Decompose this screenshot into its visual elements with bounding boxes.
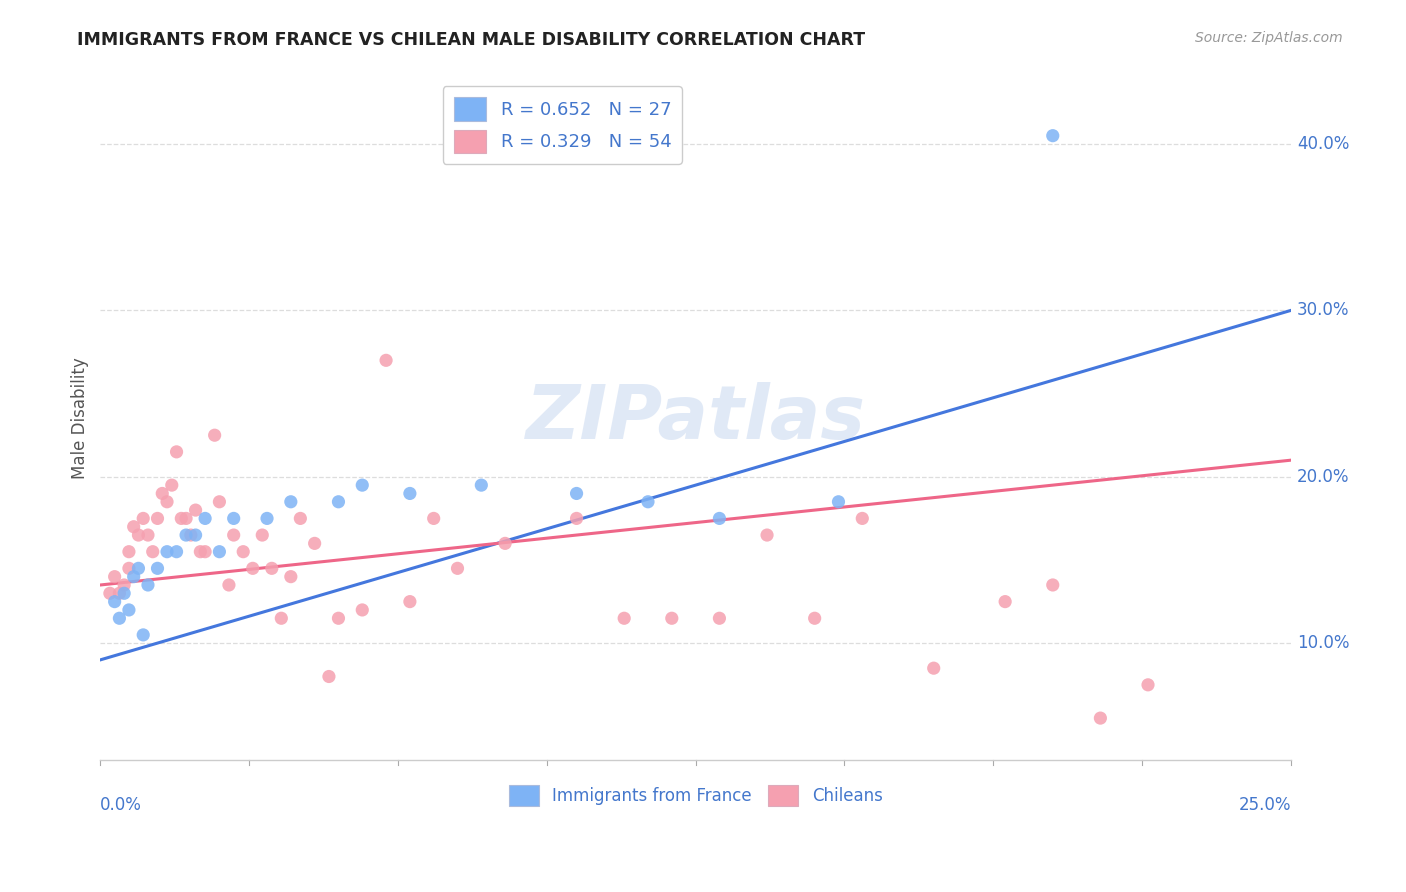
Point [218,578,240,592]
Point [132,511,155,525]
Point [132,628,155,642]
Point [222,511,245,525]
Point [446,561,468,575]
Legend: Immigrants from France, Chileans: Immigrants from France, Chileans [502,778,889,813]
Point [156,495,179,509]
Point [222,528,245,542]
Point [242,561,264,575]
Point [142,544,165,558]
Point [304,536,326,550]
Point [827,495,849,509]
Point [637,495,659,509]
Point [136,578,159,592]
Text: 40.0%: 40.0% [1296,135,1350,153]
Point [98,586,121,600]
Text: 0.0%: 0.0% [100,797,142,814]
Point [150,486,173,500]
Point [136,528,159,542]
Point [470,478,492,492]
Y-axis label: Male Disability: Male Disability [72,358,89,479]
Point [118,603,141,617]
Point [160,478,183,492]
Point [565,486,588,500]
Point [184,503,207,517]
Point [399,594,422,608]
Point [188,544,211,558]
Point [194,511,217,525]
Point [494,536,516,550]
Point [104,594,127,608]
Point [166,544,188,558]
Point [208,544,231,558]
Point [1090,711,1112,725]
Point [252,528,274,542]
Point [613,611,636,625]
Point [127,561,149,575]
Point [104,569,127,583]
Point [352,603,374,617]
Point [565,511,588,525]
Point [290,511,312,525]
Point [280,569,302,583]
Point [375,353,398,368]
Point [661,611,683,625]
Point [318,669,340,683]
Point [184,528,207,542]
Point [1042,578,1064,592]
Text: 20.0%: 20.0% [1296,467,1350,486]
Point [709,611,731,625]
Point [122,520,145,534]
Point [803,611,825,625]
Text: 30.0%: 30.0% [1296,301,1350,319]
Point [232,544,254,558]
Point [108,586,131,600]
Point [174,528,197,542]
Point [118,561,141,575]
Point [127,528,149,542]
Point [156,544,179,558]
Point [180,528,202,542]
Point [756,528,779,542]
Point [1042,128,1064,143]
Point [994,594,1017,608]
Point [174,511,197,525]
Point [146,561,169,575]
Text: IMMIGRANTS FROM FRANCE VS CHILEAN MALE DISABILITY CORRELATION CHART: IMMIGRANTS FROM FRANCE VS CHILEAN MALE D… [77,31,866,49]
Point [166,445,188,459]
Text: ZIPatlas: ZIPatlas [526,382,866,455]
Text: Source: ZipAtlas.com: Source: ZipAtlas.com [1195,31,1343,45]
Point [260,561,283,575]
Point [112,578,135,592]
Point [170,511,193,525]
Point [922,661,945,675]
Point [422,511,444,525]
Point [328,611,350,625]
Point [280,495,302,509]
Point [256,511,278,525]
Point [851,511,873,525]
Point [194,544,217,558]
Text: 10.0%: 10.0% [1296,634,1350,652]
Point [204,428,226,442]
Point [208,495,231,509]
Point [122,569,145,583]
Point [352,478,374,492]
Text: 25.0%: 25.0% [1239,797,1291,814]
Point [108,611,131,625]
Point [709,511,731,525]
Point [328,495,350,509]
Point [270,611,292,625]
Point [112,586,135,600]
Point [146,511,169,525]
Point [399,486,422,500]
Point [1137,678,1160,692]
Point [118,544,141,558]
